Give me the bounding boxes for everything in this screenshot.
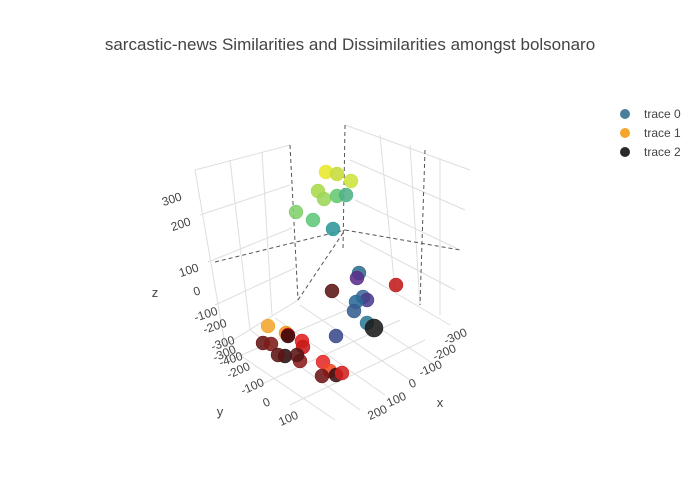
data-point: [329, 166, 345, 182]
grid-line: [359, 239, 456, 291]
y-tick-label: 100: [276, 408, 300, 429]
grid-line: [409, 144, 421, 306]
grid-line: [199, 184, 291, 216]
legend: trace 0 trace 1 trace 2: [620, 107, 681, 159]
data-point: [314, 368, 330, 384]
grid-line: [299, 304, 411, 381]
data-point: [343, 173, 359, 189]
z-tick-label: 0: [191, 283, 202, 298]
grid-line: [194, 169, 226, 346]
grid-line: [229, 299, 371, 361]
chart-title: sarcastic-news Similarities and Dissimil…: [105, 35, 595, 54]
y-axis-title: y: [217, 404, 224, 419]
grid-line: [289, 339, 426, 406]
axis-line: [419, 149, 426, 306]
data-point: [338, 187, 354, 203]
y-tick-label: -100: [239, 375, 267, 398]
legend-marker: [620, 128, 630, 138]
legend-marker: [620, 147, 630, 157]
x-tick-label: 200: [365, 402, 389, 423]
grid-line: [224, 299, 299, 346]
axis-line: [289, 144, 299, 301]
z-tick-label: 100: [177, 260, 201, 280]
data-point: [334, 365, 350, 381]
grid-line: [364, 274, 451, 326]
legend-label: trace 1: [644, 126, 681, 140]
grid-line: [214, 267, 296, 306]
z-tick-label: 200: [169, 214, 193, 234]
grid-line: [261, 151, 273, 316]
z-axis-title: z: [152, 285, 159, 300]
data-point: [346, 303, 362, 319]
data-point: [260, 318, 276, 334]
data-point: [289, 347, 305, 363]
data-point: [305, 212, 321, 228]
axis-line: [297, 229, 346, 301]
legend-label: trace 2: [644, 145, 681, 159]
y-tick-label: 0: [260, 394, 272, 410]
legend-marker: [620, 109, 630, 119]
data-point: [349, 270, 365, 286]
grid-line: [379, 134, 396, 291]
grid-line: [229, 159, 251, 331]
data-point: [325, 221, 341, 237]
grid-line: [194, 144, 291, 171]
x-tick-label: 100: [384, 389, 408, 410]
x-tick-label: 0: [406, 375, 418, 391]
grid-line: [354, 199, 461, 251]
data-points: [255, 164, 404, 384]
axis-line: [344, 229, 461, 251]
data-point: [324, 283, 340, 299]
z-tick-label: 300: [160, 189, 184, 209]
grid-line: [344, 124, 471, 171]
data-point: [364, 318, 384, 338]
x-axis-title: x: [437, 395, 444, 410]
axis-lines: [214, 124, 461, 306]
grid-line: [224, 344, 336, 421]
data-point: [280, 328, 296, 344]
data-point: [270, 347, 286, 363]
data-point: [328, 328, 344, 344]
grid-line: [207, 227, 293, 263]
data-point: [388, 277, 404, 293]
axis-line: [342, 124, 346, 251]
legend-label: trace 0: [644, 107, 681, 121]
data-point: [316, 191, 332, 207]
grid-line: [349, 159, 466, 211]
data-point: [288, 204, 304, 220]
data-point: [263, 336, 279, 352]
axis-line: [214, 229, 346, 263]
